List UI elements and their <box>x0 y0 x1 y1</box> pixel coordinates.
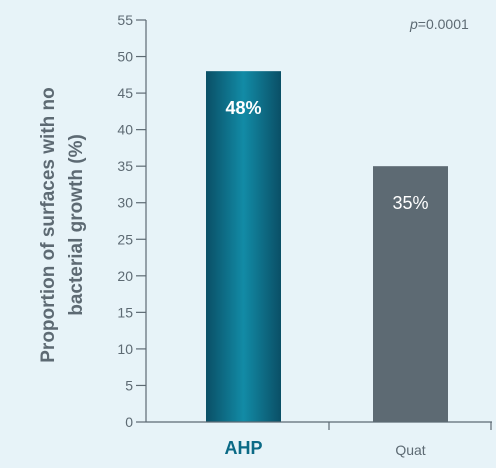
bar-ahp <box>206 71 281 422</box>
y-tick-label: 25 <box>117 231 133 247</box>
x-axis-ticks <box>328 422 492 430</box>
y-axis-label-line-1: Proportion of surfaces with no <box>38 87 59 363</box>
y-tick-label: 55 <box>117 12 133 28</box>
y-axis-ticks: 0 5 10 15 20 25 30 35 40 45 50 55 <box>117 12 146 430</box>
value-label-quat: 35% <box>392 193 428 213</box>
x-tick-label-quat: Quat <box>395 442 425 458</box>
p-value-symbol: p <box>409 16 418 32</box>
p-value-annotation: p=0.0001 <box>409 16 469 32</box>
x-tick-label-ahp: AHP <box>224 438 262 458</box>
value-label-ahp: 48% <box>225 98 261 118</box>
p-value-text: =0.0001 <box>418 16 469 32</box>
y-tick-label: 20 <box>117 268 133 284</box>
y-tick-label: 40 <box>117 122 133 138</box>
y-tick-label: 0 <box>125 414 133 430</box>
y-tick-label: 45 <box>117 85 133 101</box>
bar-quat <box>373 166 448 422</box>
y-tick-label: 5 <box>125 377 133 393</box>
bars <box>206 71 448 422</box>
y-axis-label-line-2: bacterial growth (%) <box>66 134 87 316</box>
y-tick-label: 30 <box>117 195 133 211</box>
value-labels: 48% 35% <box>225 98 428 213</box>
x-axis-labels: AHP Quat <box>224 438 425 458</box>
y-tick-label: 35 <box>117 158 133 174</box>
y-tick-label: 10 <box>117 341 133 357</box>
y-tick-label: 50 <box>117 49 133 65</box>
y-axis-label: Proportion of surfaces with no bacterial… <box>38 87 87 363</box>
y-tick-label: 15 <box>117 304 133 320</box>
